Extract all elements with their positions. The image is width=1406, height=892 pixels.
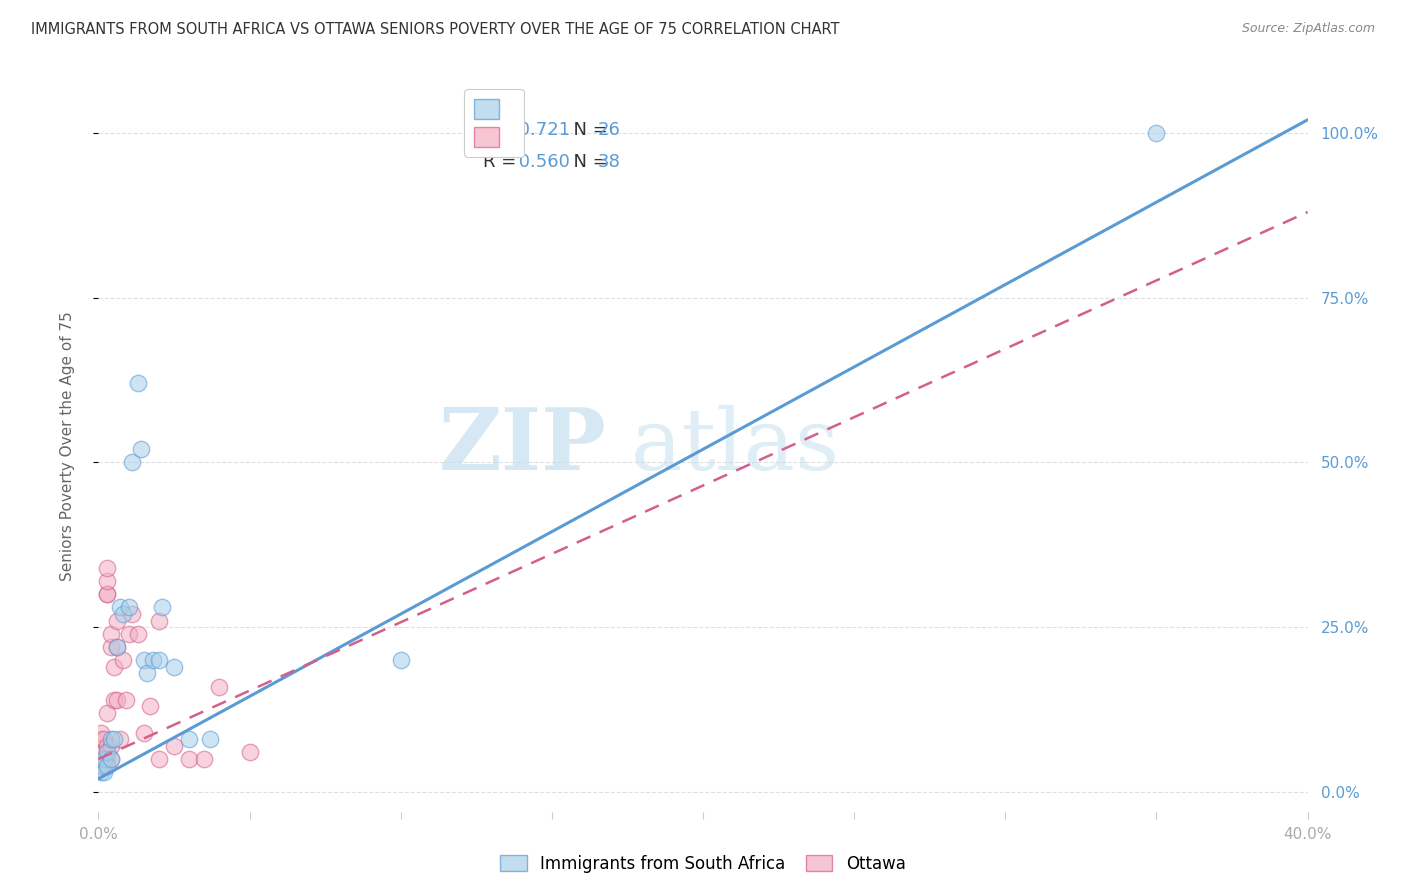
- Point: [132, 725, 155, 739]
- Point: [127, 376, 149, 391]
- Point: [150, 600, 173, 615]
- Point: [148, 614, 170, 628]
- Y-axis label: Seniors Poverty Over the Age of 75: Seniors Poverty Over the Age of 75: [60, 311, 75, 581]
- Point: [93, 752, 115, 766]
- Point: [100, 640, 122, 654]
- Point: [118, 627, 141, 641]
- Point: [103, 692, 125, 706]
- Point: [90, 732, 112, 747]
- Point: [139, 699, 162, 714]
- Text: 26: 26: [598, 120, 620, 138]
- Point: [96, 752, 118, 766]
- Point: [90, 758, 112, 772]
- Text: 0.560: 0.560: [513, 153, 569, 171]
- Point: [100, 752, 122, 766]
- Point: [127, 627, 149, 641]
- Point: [96, 758, 118, 772]
- Point: [148, 752, 170, 766]
- Text: Source: ZipAtlas.com: Source: ZipAtlas.com: [1241, 22, 1375, 36]
- Point: [179, 732, 201, 747]
- Text: N =: N =: [561, 120, 613, 138]
- Point: [135, 666, 157, 681]
- Point: [121, 455, 143, 469]
- Point: [93, 758, 115, 772]
- Point: [148, 653, 170, 667]
- Point: [96, 706, 118, 720]
- Point: [96, 587, 118, 601]
- Point: [93, 765, 115, 780]
- Point: [100, 739, 122, 753]
- Point: [100, 732, 122, 747]
- Legend: Immigrants from South Africa, Ottawa: Immigrants from South Africa, Ottawa: [494, 848, 912, 880]
- Point: [193, 752, 215, 766]
- Point: [129, 442, 152, 457]
- Point: [108, 600, 131, 615]
- Legend: , : ,: [464, 89, 523, 157]
- Point: [90, 758, 112, 772]
- Point: [200, 732, 222, 747]
- Point: [105, 692, 128, 706]
- Point: [90, 746, 112, 760]
- Point: [142, 653, 165, 667]
- Text: 38: 38: [598, 153, 620, 171]
- Point: [96, 739, 118, 753]
- Point: [105, 640, 128, 654]
- Point: [103, 732, 125, 747]
- Text: atlas: atlas: [630, 404, 839, 488]
- Text: R =: R =: [482, 153, 522, 171]
- Point: [1144, 126, 1167, 140]
- Text: IMMIGRANTS FROM SOUTH AFRICA VS OTTAWA SENIORS POVERTY OVER THE AGE OF 75 CORREL: IMMIGRANTS FROM SOUTH AFRICA VS OTTAWA S…: [31, 22, 839, 37]
- Point: [163, 659, 186, 673]
- Point: [96, 574, 118, 588]
- Point: [111, 607, 134, 621]
- Point: [90, 765, 112, 780]
- Point: [163, 739, 186, 753]
- Point: [132, 653, 155, 667]
- Point: [96, 746, 118, 760]
- Point: [118, 600, 141, 615]
- Point: [114, 692, 136, 706]
- Point: [100, 627, 122, 641]
- Text: N =: N =: [561, 153, 613, 171]
- Point: [96, 561, 118, 575]
- Point: [389, 653, 412, 667]
- Text: R =: R =: [482, 120, 522, 138]
- Point: [90, 725, 112, 739]
- Text: ZIP: ZIP: [439, 404, 606, 488]
- Point: [105, 640, 128, 654]
- Point: [93, 732, 115, 747]
- Point: [96, 587, 118, 601]
- Point: [100, 752, 122, 766]
- Point: [111, 653, 134, 667]
- Point: [103, 659, 125, 673]
- Text: 0.721: 0.721: [513, 120, 571, 138]
- Point: [208, 680, 231, 694]
- Point: [179, 752, 201, 766]
- Point: [239, 746, 262, 760]
- Point: [105, 614, 128, 628]
- Point: [121, 607, 143, 621]
- Point: [93, 746, 115, 760]
- Point: [108, 732, 131, 747]
